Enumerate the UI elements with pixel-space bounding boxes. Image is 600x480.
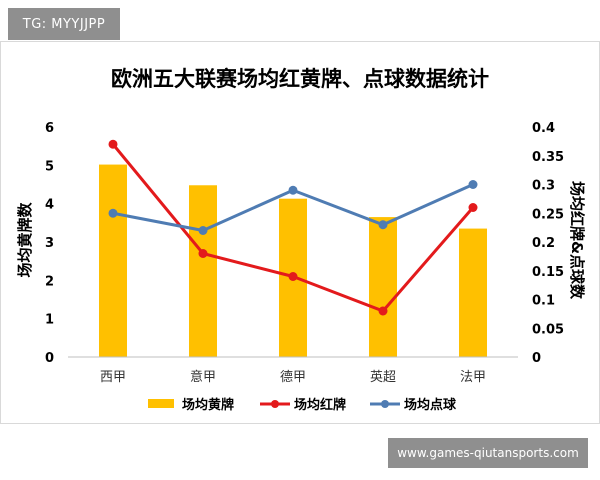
x-tick-label: 意甲 [190, 369, 216, 385]
y-tick-label: 4 [45, 198, 54, 213]
y-tick-label: 6 [45, 121, 54, 136]
y2-tick-label: 0 [532, 351, 541, 366]
data-point [468, 203, 478, 212]
tag-badge: TG: MYYJJPP [8, 8, 120, 40]
y-tick-label: 5 [45, 159, 54, 174]
data-point [378, 306, 388, 316]
y2-tick-label: 0.1 [532, 294, 555, 309]
y-axis-label: 场均黄牌数 [16, 202, 34, 278]
legend-swatch [148, 399, 174, 408]
y2-tick-label: 0.3 [532, 179, 555, 194]
legend-marker [381, 400, 389, 408]
y2-tick-label: 0.35 [532, 150, 564, 165]
bar [459, 228, 487, 357]
y2-tick-label: 0.25 [532, 207, 564, 222]
data-point [288, 272, 298, 281]
y-tick-label: 2 [45, 274, 54, 289]
bar [369, 217, 397, 357]
data-point [288, 185, 298, 195]
x-tick-label: 法甲 [460, 370, 486, 385]
plot-area: 0 1 2 3 4 5 6 0 0.05 0.1 0.15 0.2 0.25 0.3 0.35 0.4 西甲 意甲… [45, 121, 564, 385]
x-tick-label: 西甲 [100, 370, 126, 385]
x-tick-label: 英超 [370, 370, 396, 385]
data-point [378, 220, 388, 230]
legend: 场均黄牌 场均红牌 场均点球 [148, 397, 457, 413]
y2-axis-label: 场均红牌&点球数 [568, 181, 586, 300]
legend-marker [271, 400, 279, 408]
data-point [468, 180, 478, 189]
chart-title: 欧洲五大联赛场均红黄牌、点球数据统计 [111, 67, 489, 91]
legend-label: 场均点球 [404, 397, 457, 413]
x-tick-label: 德甲 [280, 370, 306, 385]
data-point [198, 249, 208, 258]
legend-label: 场均黄牌 [182, 397, 234, 413]
bar [189, 185, 217, 357]
data-point [108, 139, 118, 149]
y-tick-label: 1 [45, 313, 54, 328]
y2-tick-label: 0.05 [532, 322, 564, 337]
y-tick-label: 3 [45, 236, 54, 251]
data-point [108, 208, 118, 218]
legend-label: 场均红牌 [294, 397, 346, 413]
y2-tick-label: 0.4 [532, 121, 555, 136]
bar [99, 164, 127, 357]
data-point [198, 226, 208, 235]
watermark-badge: www.games-qiutansports.com [388, 438, 588, 468]
y2-tick-label: 0.2 [532, 236, 555, 251]
y-tick-label: 0 [45, 351, 54, 366]
y2-tick-label: 0.15 [532, 265, 564, 280]
